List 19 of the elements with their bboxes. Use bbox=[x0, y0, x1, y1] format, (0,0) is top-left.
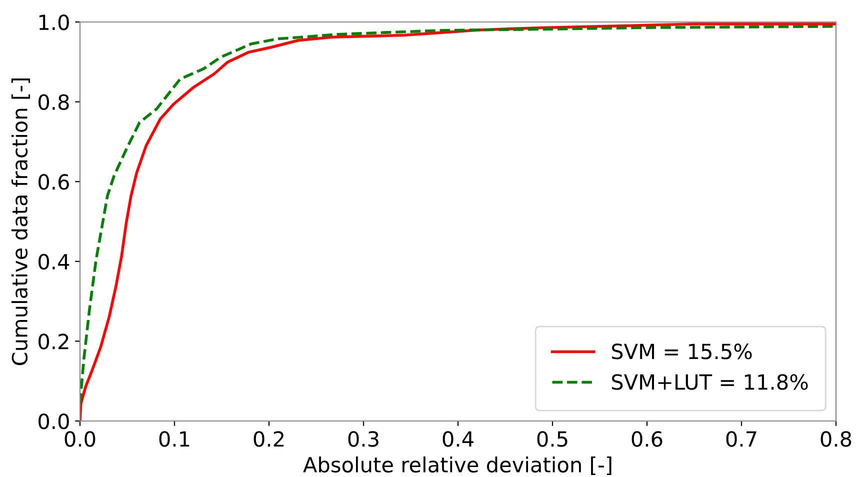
x-tick-label: 0.8 bbox=[820, 431, 852, 447]
y-tick-label: 0.4 bbox=[38, 254, 70, 270]
legend-label: SVM = 15.5% bbox=[612, 344, 752, 360]
x-tick-label: 0.0 bbox=[64, 431, 96, 447]
y-tick-label: 0.8 bbox=[38, 94, 69, 110]
x-axis-title: Absolute relative deviation [-] bbox=[303, 456, 612, 476]
y-tick-label: 1.0 bbox=[39, 14, 69, 30]
y-tick-label: 0.0 bbox=[38, 413, 69, 430]
legend-label: SVM+LUT = 11.8% bbox=[612, 374, 808, 390]
x-tick-label: 0.3 bbox=[348, 431, 378, 447]
x-tick-label: 0.4 bbox=[442, 431, 474, 447]
x-tick-label: 0.2 bbox=[254, 431, 284, 447]
x-tick-label: 0.1 bbox=[159, 431, 190, 447]
y-tick-label: 0.2 bbox=[38, 334, 68, 350]
y-axis-title: Cumulative data fraction [-] bbox=[11, 78, 30, 366]
y-tick-label: 0.6 bbox=[38, 174, 69, 190]
x-tick-label: 0.5 bbox=[537, 431, 568, 447]
x-tick-label: 0.6 bbox=[632, 431, 662, 447]
x-tick-label: 0.7 bbox=[726, 431, 756, 447]
